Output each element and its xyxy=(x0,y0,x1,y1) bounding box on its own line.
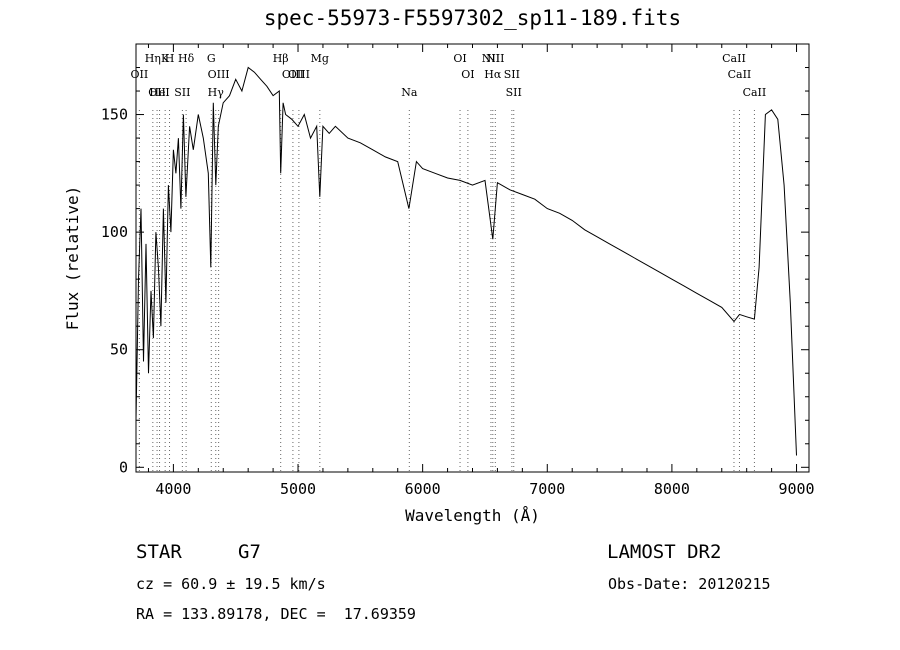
line-label: NII xyxy=(482,52,500,65)
line-label: Na xyxy=(401,86,418,99)
x-tick-label: 9000 xyxy=(778,480,814,498)
line-label: Hδ xyxy=(178,52,195,65)
line-label: Hα xyxy=(484,68,502,81)
line-label: OII xyxy=(131,68,149,81)
coordinates: RA = 133.89178, DEC = 17.69359 xyxy=(136,605,416,623)
object-class: STAR xyxy=(136,541,182,563)
line-label: CaII xyxy=(722,52,746,65)
line-label: OI xyxy=(453,52,466,65)
line-label: Hγ xyxy=(208,86,225,99)
line-label: SII xyxy=(504,68,520,81)
line-label: OIII xyxy=(282,68,304,81)
line-label: SII xyxy=(506,86,522,99)
y-axis-label: Flux (relative) xyxy=(63,186,82,331)
object-subclass: G7 xyxy=(238,541,261,563)
y-tick-label: 100 xyxy=(101,223,128,241)
chart-title: spec-55973-F5597302_sp11-189.fits xyxy=(263,6,682,30)
line-label: Mg xyxy=(311,52,329,65)
x-tick-label: 7000 xyxy=(529,480,565,498)
redshift-cz: cz = 60.9 ± 19.5 km/s xyxy=(136,575,326,593)
line-label: Hβ xyxy=(273,52,289,65)
line-label: Hη xyxy=(145,52,161,65)
line-label: OII xyxy=(148,86,166,99)
y-tick-label: 0 xyxy=(119,458,128,476)
x-tick-label: 5000 xyxy=(280,480,316,498)
line-label: HeI xyxy=(149,86,169,99)
x-tick-label: 8000 xyxy=(654,480,690,498)
y-tick-label: 50 xyxy=(110,341,128,359)
line-label: CaII xyxy=(728,68,752,81)
x-axis-label: Wavelength (Å) xyxy=(405,506,540,525)
survey-name: LAMOST DR2 xyxy=(607,541,722,563)
line-label: NII xyxy=(486,52,504,65)
line-label: OIII xyxy=(208,68,230,81)
line-label: OIII xyxy=(288,68,310,81)
line-label: K xyxy=(161,52,170,65)
spectrum-line xyxy=(135,66,797,456)
observation-date: Obs-Date: 20120215 xyxy=(608,575,771,593)
x-tick-label: 4000 xyxy=(155,480,191,498)
line-label: CaII xyxy=(743,86,767,99)
plot-frame xyxy=(135,43,810,473)
line-label: H xyxy=(165,52,175,65)
line-label: G xyxy=(207,52,216,65)
x-tick-label: 6000 xyxy=(405,480,441,498)
line-label: OI xyxy=(461,68,474,81)
y-tick-label: 150 xyxy=(101,106,128,124)
line-label: SII xyxy=(174,86,190,99)
